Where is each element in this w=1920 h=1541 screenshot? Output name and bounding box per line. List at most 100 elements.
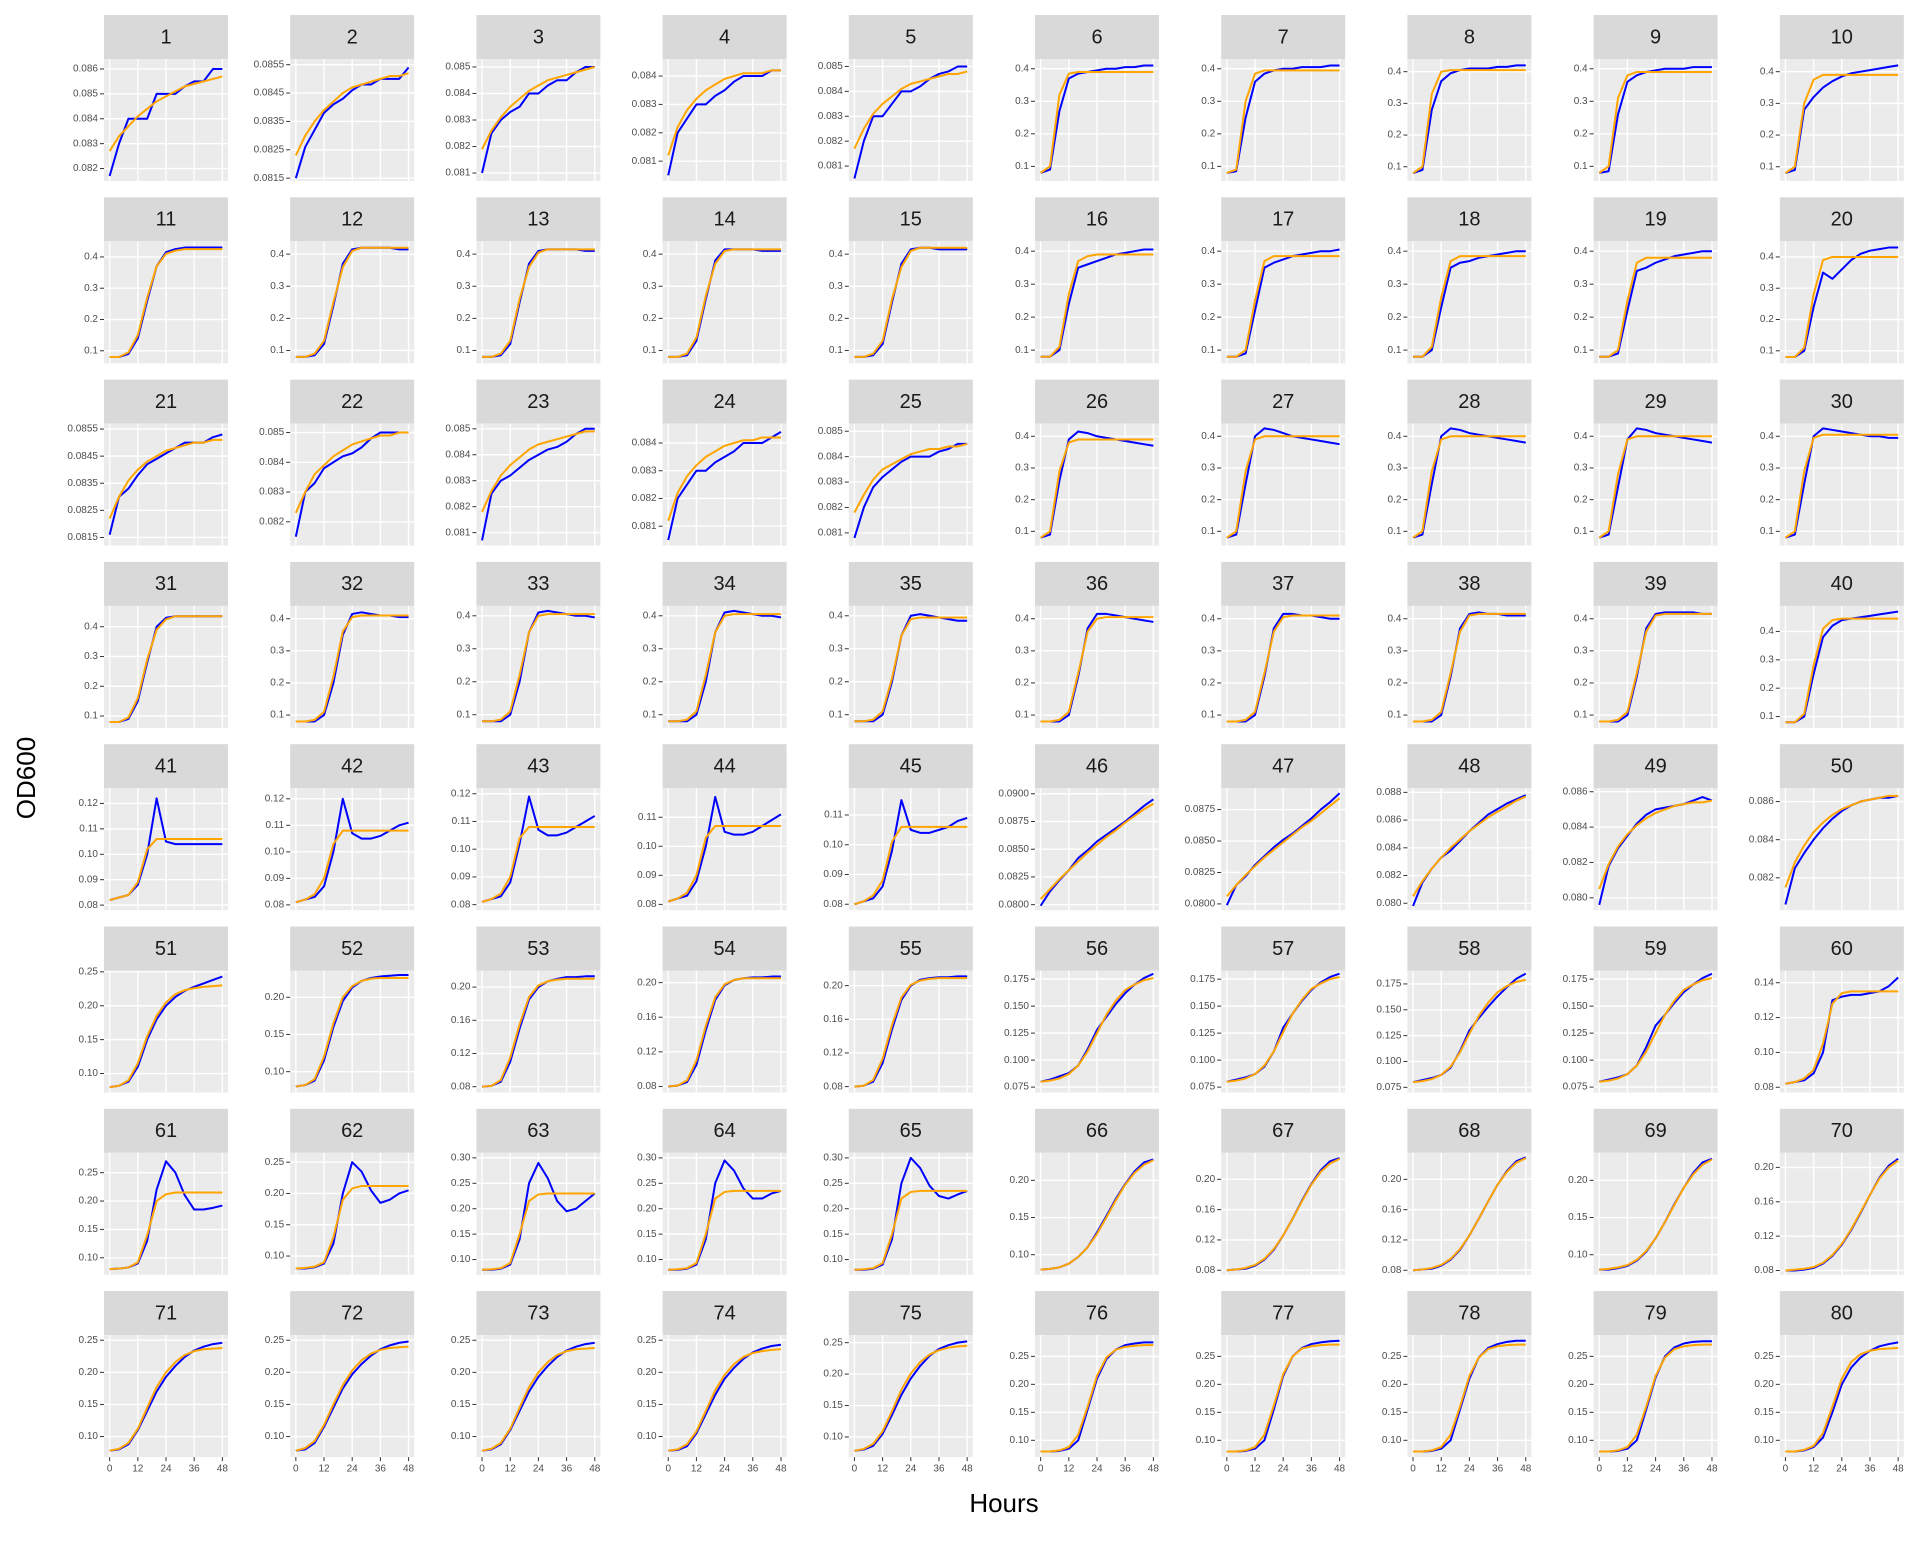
series-line bbox=[1040, 1344, 1154, 1453]
strip bbox=[1407, 926, 1532, 971]
strip bbox=[662, 1108, 787, 1153]
strip-title: 77 bbox=[1272, 1302, 1294, 1324]
facet-panel: 70 0.08 0.12 0.16 0.20 bbox=[1754, 1108, 1904, 1276]
series-line bbox=[853, 442, 968, 514]
x-tick-label: 48 bbox=[1334, 1464, 1346, 1475]
y-tick-label: 0.086 bbox=[1376, 815, 1401, 826]
y-tick-label: 0.2 bbox=[270, 313, 284, 324]
series-line bbox=[1226, 248, 1340, 358]
y-tick-label: 0.4 bbox=[643, 249, 657, 260]
y-tick-label: 0.4 bbox=[270, 613, 284, 624]
y-tick-label: 0.082 bbox=[818, 502, 843, 513]
y-tick-label: 0.3 bbox=[84, 651, 98, 662]
strip bbox=[848, 561, 973, 606]
y-tick-label: 0.25 bbox=[265, 1335, 285, 1346]
y-tick-label: 0.0825 bbox=[1185, 867, 1216, 878]
x-tick-label: 48 bbox=[1706, 1464, 1718, 1475]
y-tick-label: 0.2 bbox=[1760, 130, 1774, 141]
strip-title: 19 bbox=[1644, 209, 1666, 231]
y-tick-label: 0.15 bbox=[451, 1229, 471, 1240]
y-tick-label: 0.20 bbox=[1010, 1379, 1030, 1390]
strip bbox=[1221, 197, 1346, 242]
strip-title: 55 bbox=[900, 938, 922, 960]
series-line bbox=[295, 1345, 409, 1452]
facet-panel: 45 0.08 0.09 0.10 0.11 bbox=[823, 744, 973, 911]
y-tick-label: 0.15 bbox=[265, 1029, 285, 1040]
y-tick-label: 0.10 bbox=[823, 839, 843, 850]
y-tick-label: 0.20 bbox=[823, 1369, 843, 1380]
series-line bbox=[853, 65, 968, 179]
y-tick-label: 0.15 bbox=[1196, 1407, 1216, 1418]
y-tick-label: 0.10 bbox=[451, 1254, 471, 1265]
y-tick-label: 0.4 bbox=[1387, 246, 1401, 257]
y-tick-label: 0.4 bbox=[1760, 252, 1774, 263]
facet-panel: 2 0.0815 0.0825 0.0835 0.0845 0.0855 bbox=[254, 15, 415, 184]
facet-panel: 64 0.10 0.15 0.20 0.25 0.30 bbox=[637, 1108, 787, 1275]
y-tick-label: 0.12 bbox=[1382, 1235, 1402, 1246]
y-tick-label: 0.125 bbox=[1376, 1030, 1401, 1041]
x-tick-label: 0 bbox=[1596, 1464, 1602, 1475]
y-tick-label: 0.08 bbox=[265, 900, 285, 911]
y-tick-label: 0.4 bbox=[1201, 63, 1215, 74]
y-tick-label: 0.10 bbox=[1568, 1249, 1588, 1260]
strip bbox=[662, 744, 787, 789]
y-tick-label: 0.1 bbox=[1387, 710, 1401, 721]
y-tick-label: 0.20 bbox=[637, 1367, 657, 1378]
y-tick-label: 0.11 bbox=[265, 820, 284, 831]
y-tick-label: 0.082 bbox=[818, 136, 843, 147]
x-tick-label: 0 bbox=[665, 1464, 671, 1475]
y-tick-label: 0.2 bbox=[1015, 678, 1029, 689]
facet-panel: 23 0.081 0.082 0.083 0.084 0.085 bbox=[445, 379, 601, 546]
y-tick-label: 0.16 bbox=[1382, 1204, 1402, 1215]
strip-title: 8 bbox=[1464, 26, 1475, 48]
y-tick-label: 0.3 bbox=[1387, 98, 1401, 109]
series-line bbox=[1598, 435, 1712, 539]
y-tick-label: 0.10 bbox=[1196, 1435, 1216, 1446]
strip bbox=[104, 561, 228, 606]
series-line bbox=[1040, 977, 1154, 1083]
y-tick-label: 0.3 bbox=[1574, 645, 1588, 656]
strip-title: 31 bbox=[155, 573, 177, 595]
y-tick-label: 0.0845 bbox=[67, 451, 98, 462]
y-tick-label: 0.4 bbox=[643, 610, 657, 621]
y-tick-label: 0.4 bbox=[1387, 66, 1401, 77]
y-tick-label: 0.150 bbox=[1376, 1004, 1401, 1015]
y-tick-label: 0.25 bbox=[265, 1157, 285, 1168]
y-tick-label: 0.2 bbox=[456, 676, 470, 687]
facet-panel: 10 0.1 0.2 0.3 0.4 bbox=[1760, 15, 1904, 181]
series-line bbox=[1598, 71, 1712, 174]
strip-title: 10 bbox=[1831, 26, 1853, 48]
strip-title: 21 bbox=[155, 391, 177, 413]
series-line bbox=[109, 984, 223, 1089]
y-tick-label: 0.25 bbox=[451, 1178, 471, 1189]
series-line bbox=[667, 436, 781, 521]
x-tick-label: 48 bbox=[1148, 1464, 1160, 1475]
series-line bbox=[854, 977, 968, 1088]
series-line bbox=[295, 829, 409, 904]
y-tick-label: 0.4 bbox=[1015, 613, 1029, 624]
facet-panel: 59 0.075 0.100 0.125 0.150 0.175 bbox=[1563, 926, 1718, 1093]
x-tick-label: 36 bbox=[1864, 1464, 1876, 1475]
x-tick-label: 36 bbox=[189, 1464, 201, 1475]
y-tick-label: 0.075 bbox=[1004, 1082, 1029, 1093]
strip-title: 23 bbox=[527, 391, 549, 413]
facet-panel: 30 0.1 0.2 0.3 0.4 bbox=[1760, 379, 1904, 546]
strip-title: 62 bbox=[341, 1120, 363, 1142]
facet-panel: 12 0.1 0.2 0.3 0.4 bbox=[270, 197, 415, 364]
y-tick-label: 0.085 bbox=[259, 427, 284, 438]
y-tick-label: 0.125 bbox=[1190, 1028, 1215, 1039]
series-line bbox=[294, 72, 409, 156]
y-tick-label: 0.081 bbox=[632, 156, 657, 167]
strip bbox=[104, 926, 228, 971]
y-tick-label: 0.10 bbox=[637, 841, 657, 852]
facet-panel: 67 0.08 0.12 0.16 0.20 bbox=[1196, 1108, 1346, 1276]
strip bbox=[1779, 1291, 1904, 1336]
strip bbox=[104, 744, 228, 789]
facet-panel: 43 0.08 0.09 0.10 0.11 0.12 bbox=[451, 744, 601, 910]
strip bbox=[1221, 1108, 1346, 1153]
y-tick-label: 0.4 bbox=[829, 249, 843, 260]
strip bbox=[1407, 561, 1532, 606]
strip bbox=[1221, 379, 1346, 424]
facet-panel: 7 0.1 0.2 0.3 0.4 bbox=[1201, 15, 1346, 181]
y-tick-label: 0.20 bbox=[1196, 1379, 1216, 1390]
